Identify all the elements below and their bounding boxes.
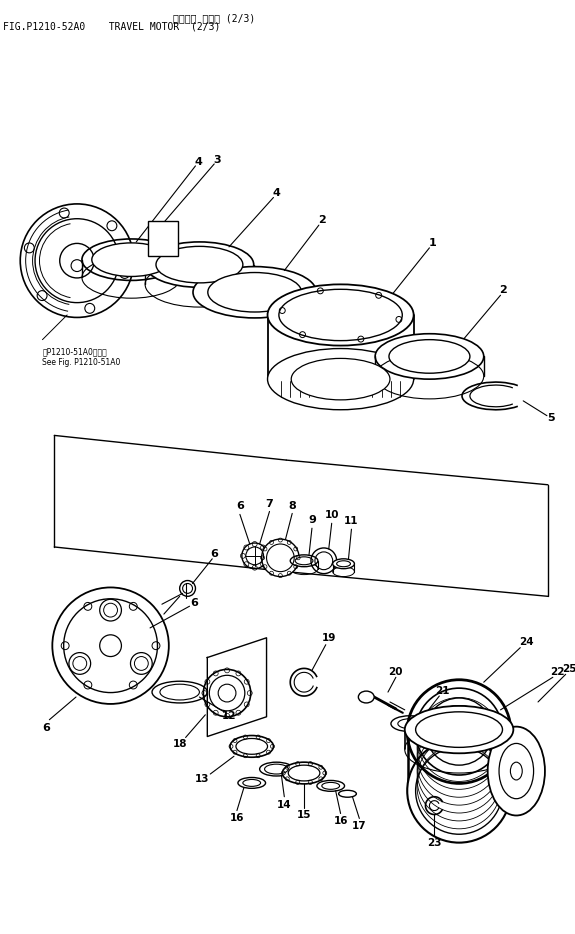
Ellipse shape [405,706,513,754]
Text: 15: 15 [297,811,311,820]
Text: ソウコウ モータ (2/3): ソウコウ モータ (2/3) [172,13,255,22]
Text: 6: 6 [190,599,198,608]
Text: 7: 7 [266,499,273,508]
Text: 1: 1 [428,238,436,248]
Text: 9: 9 [308,516,316,525]
Text: 5: 5 [547,413,555,423]
Polygon shape [148,221,178,256]
Text: 6: 6 [43,723,51,732]
Text: 6: 6 [210,549,218,559]
Text: 21: 21 [435,686,450,696]
Ellipse shape [208,273,302,312]
Ellipse shape [279,290,402,341]
Text: 22: 22 [550,667,565,677]
Ellipse shape [145,242,254,288]
Ellipse shape [193,266,316,318]
Ellipse shape [282,762,326,784]
Text: 4: 4 [273,188,281,198]
Text: 17: 17 [352,821,367,831]
Ellipse shape [82,239,181,280]
Ellipse shape [260,762,293,776]
Ellipse shape [407,739,511,842]
Text: 10: 10 [324,510,339,520]
Ellipse shape [156,247,243,283]
Text: 第P1210-51A0図参照: 第P1210-51A0図参照 [43,347,107,357]
Ellipse shape [262,539,299,576]
Ellipse shape [488,727,545,815]
Text: 20: 20 [389,667,403,677]
Ellipse shape [333,559,354,569]
Text: 4: 4 [194,157,202,167]
Text: 12: 12 [222,711,236,721]
Text: 11: 11 [344,517,359,526]
Text: 16: 16 [229,814,244,824]
Text: 13: 13 [195,774,210,784]
Text: 3: 3 [213,155,221,165]
Ellipse shape [291,359,390,400]
Ellipse shape [230,735,274,757]
Ellipse shape [267,348,413,410]
Ellipse shape [92,243,171,276]
Text: 8: 8 [288,501,296,511]
Text: 2: 2 [318,215,325,225]
Text: 16: 16 [334,816,348,827]
Text: See Fig. P1210-51A0: See Fig. P1210-51A0 [43,359,121,367]
Text: FIG.P1210-52A0    TRAVEL MOTOR  (2/3): FIG.P1210-52A0 TRAVEL MOTOR (2/3) [3,21,220,32]
Text: 14: 14 [277,800,292,810]
Ellipse shape [358,691,374,703]
Text: 18: 18 [172,740,187,749]
Text: 24: 24 [519,637,534,646]
Text: 19: 19 [321,633,336,643]
Text: 23: 23 [427,838,442,848]
Ellipse shape [290,555,318,567]
Text: 25: 25 [562,664,575,674]
Text: 2: 2 [500,285,507,295]
Ellipse shape [267,284,413,346]
Text: 6: 6 [236,502,244,512]
Ellipse shape [375,333,484,379]
Ellipse shape [391,715,428,731]
Ellipse shape [389,340,470,374]
